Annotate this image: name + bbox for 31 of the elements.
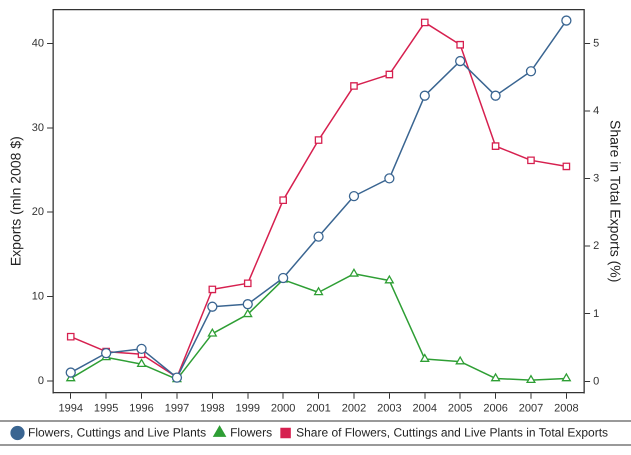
x-tick-label: 2000 (270, 402, 296, 414)
x-tick-label: 1997 (164, 402, 190, 414)
x-tick-label: 1996 (129, 402, 154, 414)
y2-tick-label: 0 (593, 375, 600, 388)
legend-label: Flowers, Cuttings and Live Plants (28, 425, 206, 440)
x-tick-label: 1994 (58, 402, 83, 414)
y2-tick-label: 4 (593, 105, 600, 118)
x-tick-label: 1995 (94, 402, 118, 414)
x-tick-label: 2002 (342, 402, 366, 414)
y-tick-label: 20 (32, 206, 44, 218)
y-tick-label: 0 (38, 375, 44, 388)
x-tick-label: 2008 (554, 402, 579, 414)
y-tick-label: 30 (32, 122, 44, 134)
x-tick-label: 1999 (236, 402, 260, 414)
x-tick-label: 2004 (412, 402, 438, 414)
x-tick-label: 2001 (306, 402, 331, 414)
y2-tick-label: 5 (593, 37, 600, 50)
y-axis-title: Exports (mln 2008 $) (7, 136, 24, 266)
y-tick-label: 10 (32, 290, 44, 303)
y2-tick-label: 2 (593, 240, 600, 252)
x-tick-label: 2006 (483, 402, 508, 414)
x-tick-label: 2007 (518, 402, 544, 414)
x-tick-label: 1998 (200, 402, 225, 414)
legend-label: Flowers (230, 425, 272, 440)
x-tick-label: 2005 (448, 402, 472, 414)
y-tick-label: 40 (32, 37, 44, 50)
y2-axis-title: Share in Total Exports (%) (608, 120, 624, 282)
y2-tick-label: 3 (593, 172, 600, 185)
x-tick-label: 2003 (377, 402, 402, 414)
y2-tick-label: 1 (593, 308, 600, 320)
legend-label: Share of Flowers, Cuttings and Live Plants in Total Exports (296, 425, 608, 440)
